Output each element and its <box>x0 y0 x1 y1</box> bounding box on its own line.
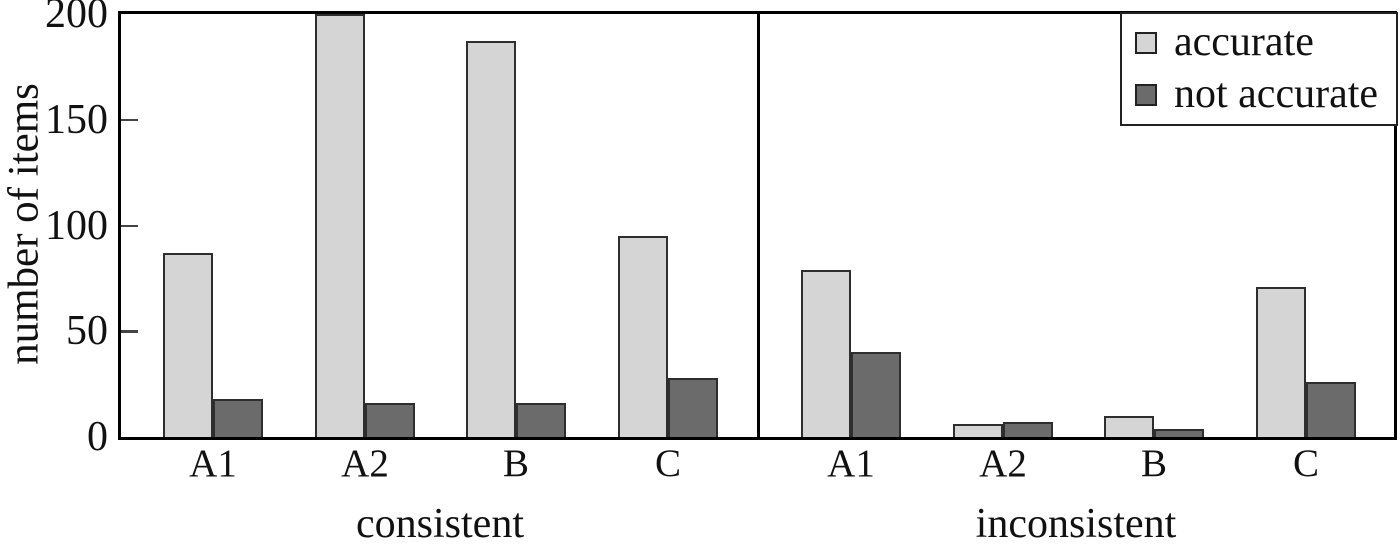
y-tick-mark <box>121 118 138 122</box>
bar-accurate <box>466 41 516 437</box>
x-category-label: B <box>1140 442 1168 485</box>
panel-divider-line <box>757 14 760 437</box>
y-tick-label: 50 <box>66 308 108 355</box>
legend-item-accurate: accurate <box>1135 19 1396 66</box>
x-category-label: C <box>1292 442 1320 485</box>
y-tick-label: 0 <box>87 414 108 460</box>
bar-not-accurate <box>1306 382 1356 437</box>
bar-not-accurate <box>213 399 263 437</box>
bar-accurate <box>163 253 213 437</box>
x-category-label: B <box>502 442 530 485</box>
bar-not-accurate <box>1154 429 1204 437</box>
legend-swatch-accurate-icon <box>1135 32 1157 55</box>
x-category-label: C <box>654 442 682 485</box>
legend-label-not-accurate: not accurate <box>1174 71 1379 117</box>
panel-caption-consistent: consistent <box>356 501 524 547</box>
bar-not-accurate <box>668 378 718 437</box>
bar-not-accurate <box>1003 422 1053 437</box>
legend-item-not-accurate: not accurate <box>1135 71 1396 117</box>
y-tick-mark <box>121 330 138 333</box>
x-category-label: A1 <box>827 442 875 485</box>
x-category-label: A1 <box>189 442 237 485</box>
bar-accurate <box>1256 287 1306 437</box>
bar-not-accurate <box>851 352 901 437</box>
bar-accurate <box>953 424 1003 437</box>
bar-not-accurate <box>516 403 566 437</box>
legend-label-accurate: accurate <box>1174 19 1314 66</box>
legend: accurate not accurate <box>1120 12 1398 126</box>
y-tick-label: 150 <box>45 96 108 143</box>
bar-accurate <box>1104 416 1154 437</box>
y-tick-label: 200 <box>45 0 108 37</box>
bar-accurate <box>801 270 851 437</box>
x-category-label: A2 <box>979 442 1027 485</box>
x-category-label: A2 <box>341 442 389 485</box>
y-tick-mark <box>121 224 138 227</box>
y-tick-label: 100 <box>45 202 108 249</box>
legend-swatch-not-accurate-icon <box>1135 83 1157 106</box>
panel-caption-inconsistent: inconsistent <box>975 501 1177 547</box>
bar-not-accurate <box>365 403 415 437</box>
bar-accurate <box>315 14 365 437</box>
bar-accurate <box>618 236 668 437</box>
